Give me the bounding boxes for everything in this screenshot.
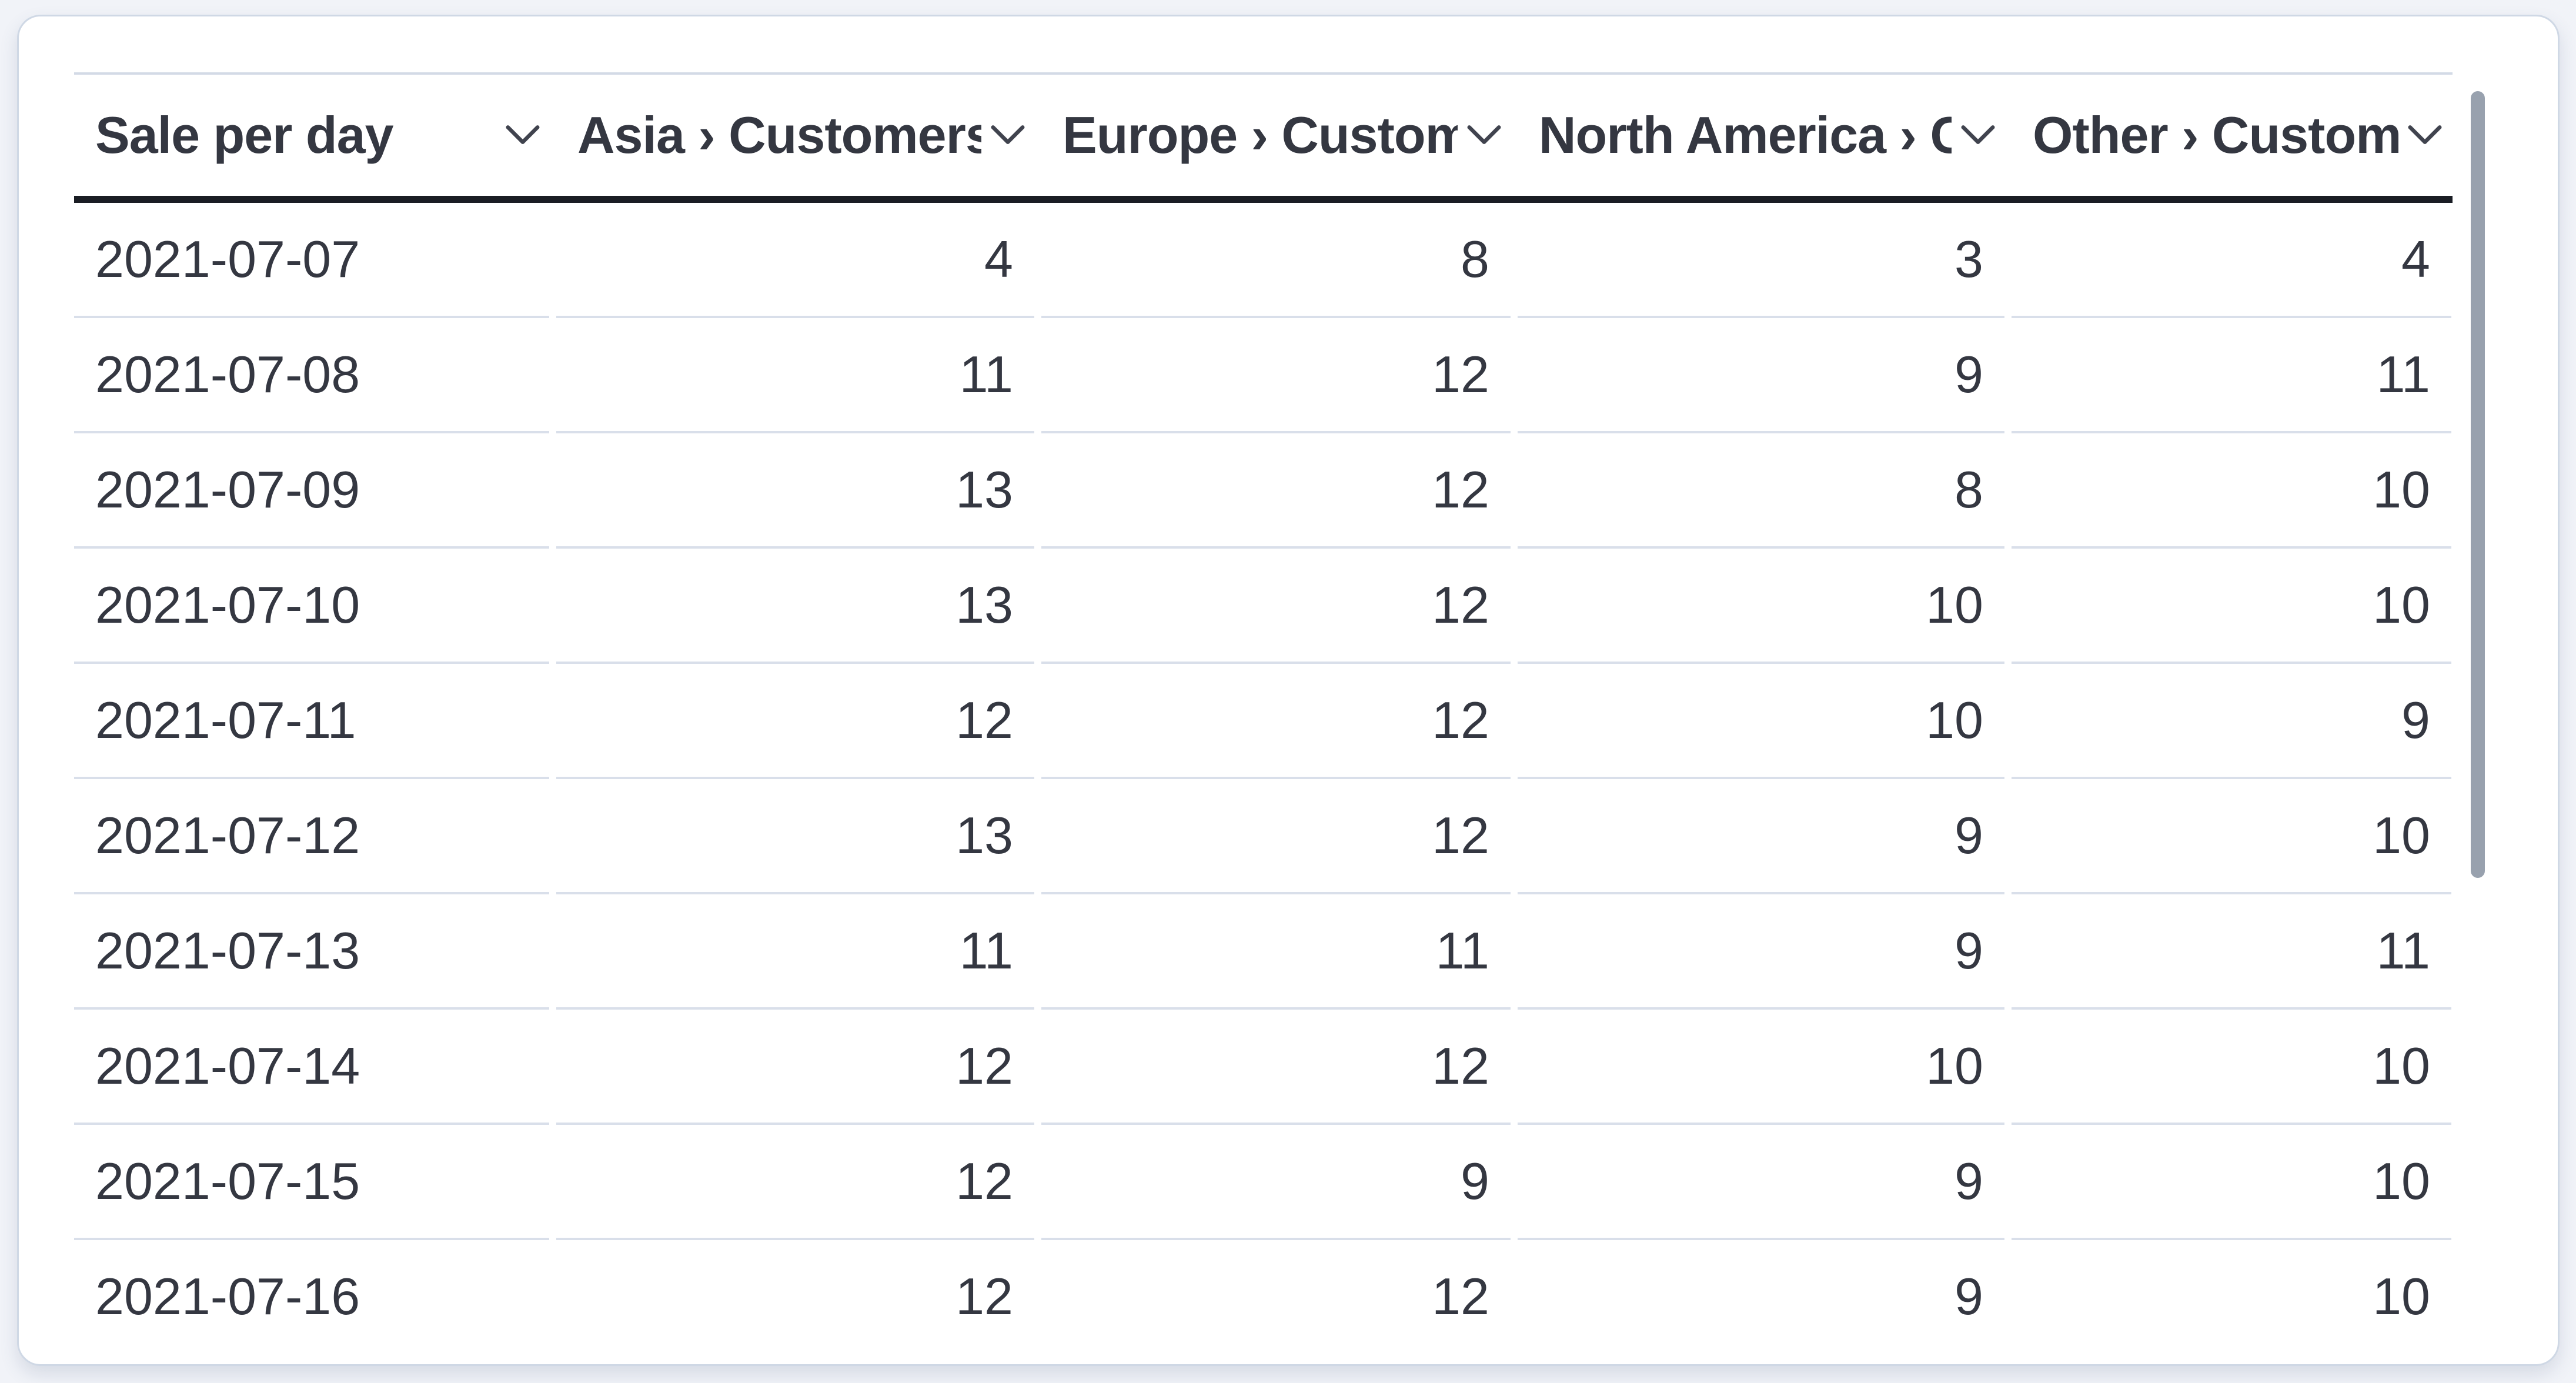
date-cell: 2021-07-08 bbox=[74, 318, 549, 433]
other-value-cell: 9 bbox=[2012, 664, 2451, 779]
table-row: 2021-07-12 13 12 9 10 bbox=[74, 779, 2453, 894]
north-america-value-cell: 9 bbox=[1518, 894, 2004, 1010]
date-cell: 2021-07-16 bbox=[74, 1240, 549, 1352]
column-header-sale-per-day[interactable]: Sale per day bbox=[74, 75, 549, 196]
table-row: 2021-07-16 12 12 9 10 bbox=[74, 1240, 2453, 1352]
table-row: 2021-07-13 11 11 9 11 bbox=[74, 894, 2453, 1010]
asia-value-cell: 13 bbox=[556, 549, 1034, 664]
north-america-value-cell: 10 bbox=[1518, 664, 2004, 779]
other-value-cell: 10 bbox=[2012, 1125, 2451, 1240]
date-cell: 2021-07-12 bbox=[74, 779, 549, 894]
north-america-value-cell: 9 bbox=[1518, 1125, 2004, 1240]
europe-value-cell: 12 bbox=[1041, 779, 1511, 894]
other-value-cell: 10 bbox=[2012, 779, 2451, 894]
north-america-value-cell: 9 bbox=[1518, 779, 2004, 894]
north-america-value-cell: 9 bbox=[1518, 318, 2004, 433]
table-row: 2021-07-14 12 12 10 10 bbox=[74, 1010, 2453, 1125]
europe-value-cell: 9 bbox=[1041, 1125, 1511, 1240]
europe-value-cell: 12 bbox=[1041, 318, 1511, 433]
date-cell: 2021-07-13 bbox=[74, 894, 549, 1010]
column-header-europe-customers[interactable]: Europe › Customers bbox=[1041, 75, 1511, 196]
europe-value-cell: 12 bbox=[1041, 1010, 1511, 1125]
asia-value-cell: 11 bbox=[556, 318, 1034, 433]
asia-value-cell: 11 bbox=[556, 894, 1034, 1010]
asia-value-cell: 12 bbox=[556, 1125, 1034, 1240]
europe-value-cell: 12 bbox=[1041, 433, 1511, 549]
column-header-label: Asia › Customers bbox=[577, 106, 981, 164]
asia-value-cell: 13 bbox=[556, 779, 1034, 894]
column-header-north-america-customers[interactable]: North America › Customers bbox=[1518, 75, 2004, 196]
column-header-other-customers[interactable]: Other › Customers bbox=[2012, 75, 2451, 196]
asia-value-cell: 12 bbox=[556, 664, 1034, 779]
column-header-label: Other › Customers bbox=[2033, 106, 2398, 164]
chevron-down-icon[interactable] bbox=[990, 123, 1026, 147]
table-panel: Sale per day Asia › Customers Europe › C… bbox=[17, 15, 2560, 1366]
table-row: 2021-07-07 4 8 3 4 bbox=[74, 203, 2453, 318]
asia-value-cell: 13 bbox=[556, 433, 1034, 549]
chevron-down-icon[interactable] bbox=[2407, 123, 2443, 147]
north-america-value-cell: 3 bbox=[1518, 203, 2004, 318]
north-america-value-cell: 9 bbox=[1518, 1240, 2004, 1352]
table-row: 2021-07-15 12 9 9 10 bbox=[74, 1125, 2453, 1240]
europe-value-cell: 11 bbox=[1041, 894, 1511, 1010]
europe-value-cell: 12 bbox=[1041, 549, 1511, 664]
date-cell: 2021-07-10 bbox=[74, 549, 549, 664]
asia-value-cell: 4 bbox=[556, 203, 1034, 318]
column-header-label: North America › Customers bbox=[1539, 106, 1952, 164]
date-cell: 2021-07-15 bbox=[74, 1125, 549, 1240]
north-america-value-cell: 10 bbox=[1518, 1010, 2004, 1125]
europe-value-cell: 12 bbox=[1041, 664, 1511, 779]
europe-value-cell: 12 bbox=[1041, 1240, 1511, 1352]
other-value-cell: 10 bbox=[2012, 433, 2451, 549]
other-value-cell: 11 bbox=[2012, 318, 2451, 433]
chevron-down-icon[interactable] bbox=[1466, 123, 1502, 147]
other-value-cell: 10 bbox=[2012, 549, 2451, 664]
north-america-value-cell: 10 bbox=[1518, 549, 2004, 664]
table-row: 2021-07-09 13 12 8 10 bbox=[74, 433, 2453, 549]
column-header-label: Europe › Customers bbox=[1063, 106, 1458, 164]
date-cell: 2021-07-14 bbox=[74, 1010, 549, 1125]
asia-value-cell: 12 bbox=[556, 1010, 1034, 1125]
table-header-row: Sale per day Asia › Customers Europe › C… bbox=[74, 72, 2453, 203]
data-table: Sale per day Asia › Customers Europe › C… bbox=[74, 72, 2453, 1352]
chevron-down-icon[interactable] bbox=[1960, 123, 1996, 147]
column-header-asia-customers[interactable]: Asia › Customers bbox=[556, 75, 1034, 196]
other-value-cell: 4 bbox=[2012, 203, 2451, 318]
asia-value-cell: 12 bbox=[556, 1240, 1034, 1352]
vertical-scrollbar-thumb[interactable] bbox=[2471, 91, 2485, 878]
date-cell: 2021-07-07 bbox=[74, 203, 549, 318]
table-row: 2021-07-08 11 12 9 11 bbox=[74, 318, 2453, 433]
north-america-value-cell: 8 bbox=[1518, 433, 2004, 549]
table-row: 2021-07-11 12 12 10 9 bbox=[74, 664, 2453, 779]
other-value-cell: 10 bbox=[2012, 1010, 2451, 1125]
other-value-cell: 11 bbox=[2012, 894, 2451, 1010]
other-value-cell: 10 bbox=[2012, 1240, 2451, 1352]
date-cell: 2021-07-09 bbox=[74, 433, 549, 549]
table-body: 2021-07-07 4 8 3 4 2021-07-08 11 12 9 11… bbox=[74, 203, 2453, 1352]
europe-value-cell: 8 bbox=[1041, 203, 1511, 318]
date-cell: 2021-07-11 bbox=[74, 664, 549, 779]
table-row: 2021-07-10 13 12 10 10 bbox=[74, 549, 2453, 664]
column-header-label: Sale per day bbox=[95, 106, 394, 164]
chevron-down-icon[interactable] bbox=[504, 123, 541, 147]
